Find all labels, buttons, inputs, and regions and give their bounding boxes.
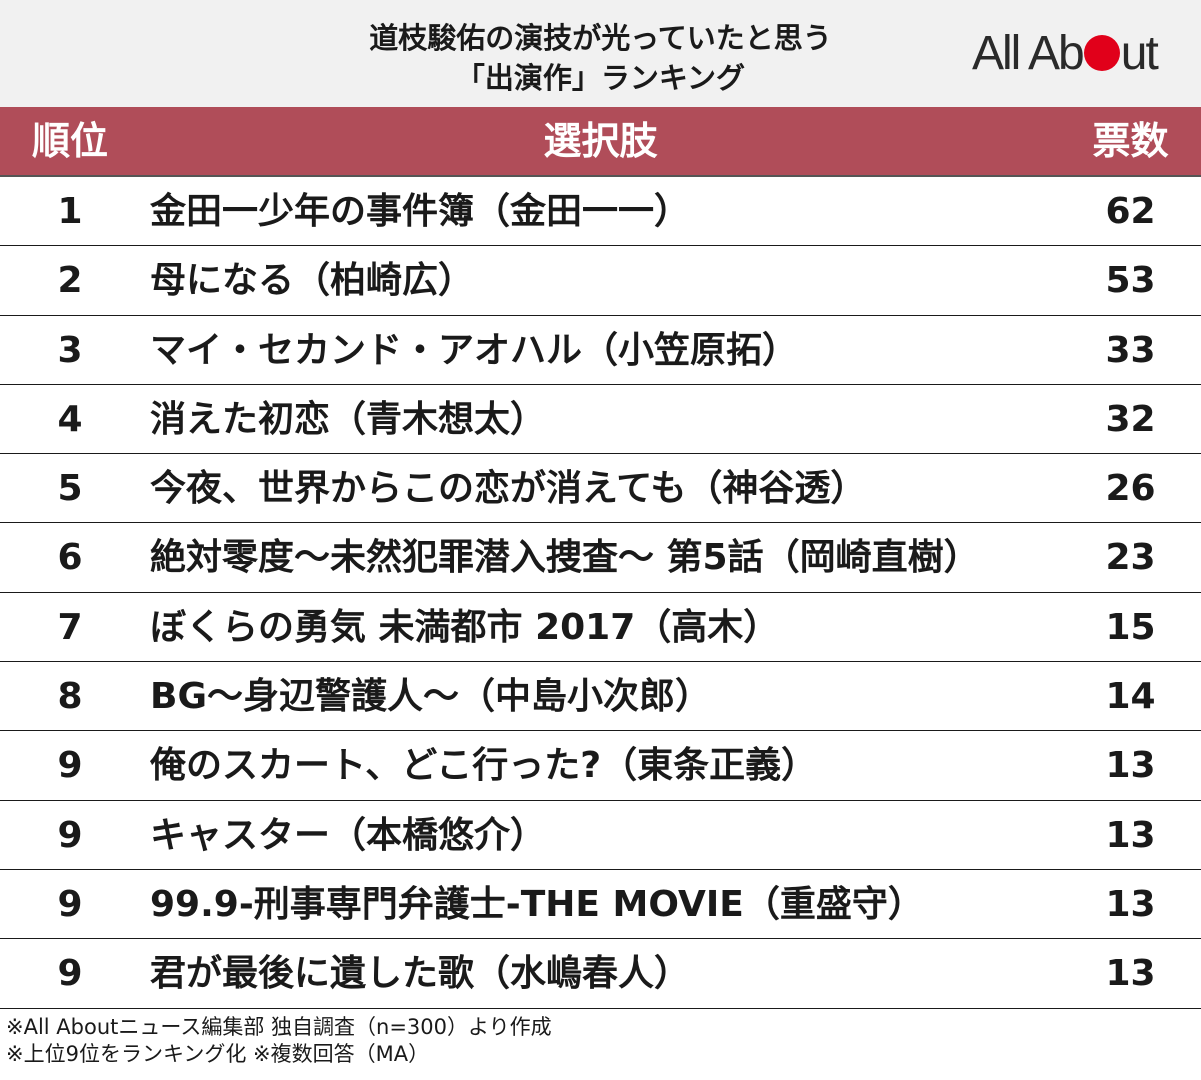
table-row: 9 君が最後に遺した歌（水嶋春人） 13 <box>0 939 1201 1009</box>
votes-cell: 13 <box>1105 814 1156 856</box>
column-header-votes: 票数 <box>1092 119 1169 163</box>
votes-cell: 53 <box>1105 260 1156 302</box>
rank-cell: 3 <box>57 329 83 371</box>
chart-title: 道枝駿佑の演技が光っていたと思う 「出演作」ランキング <box>0 18 1201 98</box>
table-header: 選択肢 順位 票数 <box>0 107 1201 177</box>
logo-text-start: All Ab <box>972 27 1085 80</box>
votes-cell: 13 <box>1105 883 1156 925</box>
votes-cell: 15 <box>1105 606 1156 648</box>
votes-cell: 33 <box>1105 329 1156 371</box>
choice-cell: 今夜、世界からこの恋が消えても（神谷透） <box>150 468 867 510</box>
choice-cell: 俺のスカート、どこ行った?（東条正義） <box>150 745 818 787</box>
choice-cell: 母になる（柏崎広） <box>150 260 475 302</box>
title-line-2: 「出演作」ランキング <box>455 61 746 95</box>
table-row: 9 99.9-刑事専門弁護士-THE MOVIE（重盛守） 13 <box>0 870 1201 940</box>
rank-cell: 6 <box>57 537 83 579</box>
choice-cell: ぼくらの勇気 未満都市 2017（高木） <box>150 606 780 648</box>
title-line-1: 道枝駿佑の演技が光っていたと思う <box>369 21 832 55</box>
votes-cell: 32 <box>1105 398 1156 440</box>
table-row: 7 ぼくらの勇気 未満都市 2017（高木） 15 <box>0 593 1201 663</box>
rank-cell: 8 <box>57 676 83 718</box>
table-row: 3 マイ・セカンド・アオハル（小笠原拓） 33 <box>0 316 1201 385</box>
column-header-choice: 選択肢 <box>543 119 658 163</box>
choice-cell: BG～身辺警護人～（中島小次郎） <box>150 676 711 718</box>
rank-cell: 4 <box>57 398 83 440</box>
table-row: 8 BG～身辺警護人～（中島小次郎） 14 <box>0 662 1201 732</box>
chart-header: 道枝駿佑の演技が光っていたと思う 「出演作」ランキング All Ab ut <box>0 0 1201 107</box>
rank-cell: 9 <box>57 745 83 787</box>
rank-cell: 5 <box>57 468 83 510</box>
rank-cell: 9 <box>57 953 83 995</box>
choice-cell: キャスター（本橋悠介） <box>150 814 547 856</box>
votes-cell: 26 <box>1105 468 1156 510</box>
table-row: 9 キャスター（本橋悠介） 13 <box>0 801 1201 870</box>
rank-cell: 1 <box>57 191 83 232</box>
table-row: 9 俺のスカート、どこ行った?（東条正義） 13 <box>0 731 1201 801</box>
votes-cell: 14 <box>1105 676 1156 718</box>
ranking-table-body: 1 金田一少年の事件簿（金田一一） 62 2 母になる（柏崎広） 53 3 マイ・セカンド・ア… <box>0 177 1201 1009</box>
choice-cell: 絶対零度～未然犯罪潜入捜査～ 第5話（岡崎直樹） <box>150 537 980 579</box>
footnote-source: ※All Aboutニュース編集部 独自調査（n=300）より作成 <box>6 1015 552 1039</box>
logo-text-end: ut <box>1120 27 1159 80</box>
table-row: 6 絶対零度～未然犯罪潜入捜査～ 第5話（岡崎直樹） 23 <box>0 523 1201 593</box>
table-row: 1 金田一少年の事件簿（金田一一） 62 <box>0 177 1201 247</box>
footnote-method: ※上位9位をランキング化 ※複数回答（MA） <box>6 1042 430 1066</box>
votes-cell: 13 <box>1105 745 1156 787</box>
choice-cell: マイ・セカンド・アオハル（小笠原拓） <box>150 329 799 371</box>
all-about-logo: All Ab ut <box>972 26 1159 82</box>
rank-cell: 7 <box>57 606 83 648</box>
rank-cell: 9 <box>57 883 83 925</box>
choice-cell: 金田一少年の事件簿（金田一一） <box>150 191 691 232</box>
votes-cell: 23 <box>1105 537 1156 579</box>
logo-red-dot <box>1083 35 1120 71</box>
choice-cell: 99.9-刑事専門弁護士-THE MOVIE（重盛守） <box>150 883 924 925</box>
votes-cell: 13 <box>1105 953 1156 995</box>
table-row: 5 今夜、世界からこの恋が消えても（神谷透） 26 <box>0 454 1201 524</box>
rank-cell: 9 <box>57 814 83 856</box>
footnotes: ※All Aboutニュース編集部 独自調査（n=300）より作成 ※上位9位を… <box>6 1014 552 1068</box>
table-row: 2 母になる（柏崎広） 53 <box>0 246 1201 316</box>
column-header-rank: 順位 <box>31 119 108 163</box>
choice-cell: 君が最後に遺した歌（水嶋春人） <box>150 953 691 995</box>
votes-cell: 62 <box>1105 191 1156 232</box>
table-row: 4 消えた初恋（青木想太） 32 <box>0 385 1201 455</box>
choice-cell: 消えた初恋（青木想太） <box>150 398 547 440</box>
rank-cell: 2 <box>57 260 83 302</box>
